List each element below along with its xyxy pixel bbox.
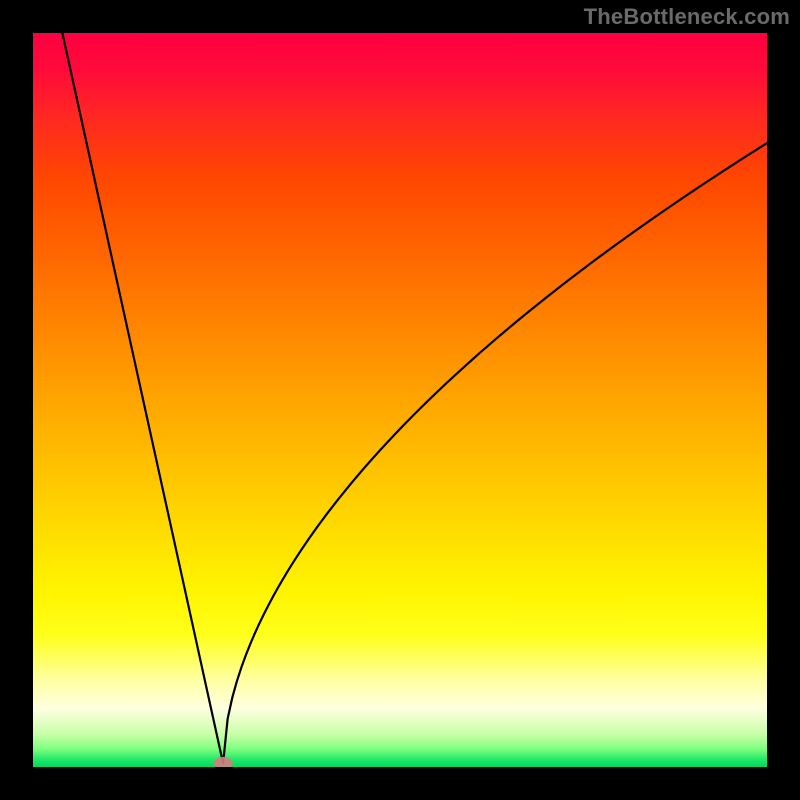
chart-root: TheBottleneck.com <box>0 0 800 800</box>
plot-svg <box>33 33 767 767</box>
plot-area <box>33 33 767 767</box>
watermark-text: TheBottleneck.com <box>584 4 790 30</box>
